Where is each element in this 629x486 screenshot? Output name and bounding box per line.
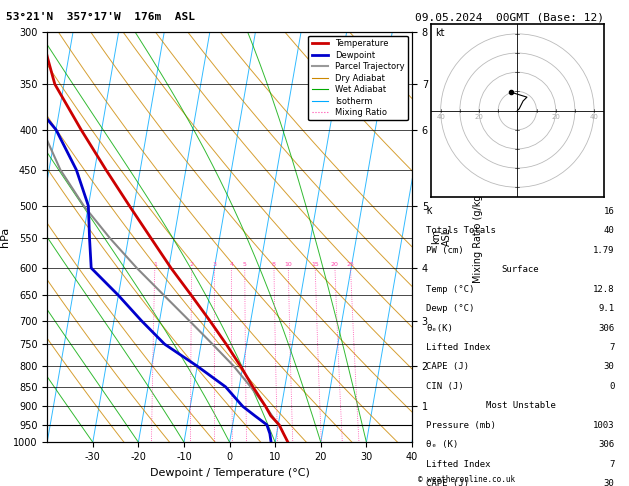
Text: 306: 306 (598, 440, 615, 449)
Text: Surface: Surface (502, 265, 539, 274)
Text: 30: 30 (604, 479, 615, 486)
Text: 15: 15 (311, 262, 319, 267)
Text: 40: 40 (437, 114, 445, 121)
Text: 7: 7 (609, 343, 615, 352)
Text: 1.79: 1.79 (593, 246, 615, 255)
Text: θₑ(K): θₑ(K) (426, 324, 454, 332)
Text: Dewp (°C): Dewp (°C) (426, 304, 475, 313)
Text: K: K (426, 207, 432, 216)
Text: kt: kt (435, 28, 445, 38)
Text: 4: 4 (230, 262, 233, 267)
Text: θₑ (K): θₑ (K) (426, 440, 459, 449)
Text: 7: 7 (609, 460, 615, 469)
Text: 25: 25 (347, 262, 355, 267)
Y-axis label: hPa: hPa (0, 227, 10, 247)
Text: 40: 40 (604, 226, 615, 235)
Text: CIN (J): CIN (J) (426, 382, 464, 391)
Text: © weatheronline.co.uk: © weatheronline.co.uk (418, 474, 515, 484)
Text: CAPE (J): CAPE (J) (426, 363, 469, 371)
Text: 10: 10 (284, 262, 292, 267)
Text: PW (cm): PW (cm) (426, 246, 464, 255)
Text: 9.1: 9.1 (598, 304, 615, 313)
Text: Mixing Ratio (g/kg): Mixing Ratio (g/kg) (472, 191, 482, 283)
Text: 20: 20 (474, 114, 484, 121)
Y-axis label: km
ASL: km ASL (431, 228, 452, 246)
Text: Most Unstable: Most Unstable (486, 401, 555, 410)
Text: 09.05.2024  00GMT (Base: 12): 09.05.2024 00GMT (Base: 12) (415, 12, 604, 22)
Text: 3: 3 (213, 262, 216, 267)
Text: Totals Totals: Totals Totals (426, 226, 496, 235)
Text: 5: 5 (243, 262, 247, 267)
X-axis label: Dewpoint / Temperature (°C): Dewpoint / Temperature (°C) (150, 468, 309, 478)
Text: 8: 8 (272, 262, 276, 267)
Text: 30: 30 (604, 363, 615, 371)
Text: 16: 16 (604, 207, 615, 216)
Legend: Temperature, Dewpoint, Parcel Trajectory, Dry Adiabat, Wet Adiabat, Isotherm, Mi: Temperature, Dewpoint, Parcel Trajectory… (308, 36, 408, 121)
Text: 0: 0 (609, 382, 615, 391)
Text: 2: 2 (190, 262, 194, 267)
Text: 306: 306 (598, 324, 615, 332)
Text: CAPE (J): CAPE (J) (426, 479, 469, 486)
Text: Lifted Index: Lifted Index (426, 343, 491, 352)
Text: Pressure (mb): Pressure (mb) (426, 421, 496, 430)
Text: 20: 20 (551, 114, 560, 121)
Text: Temp (°C): Temp (°C) (426, 285, 475, 294)
Text: 20: 20 (331, 262, 339, 267)
Text: 1003: 1003 (593, 421, 615, 430)
Text: 40: 40 (589, 114, 598, 121)
Text: 1: 1 (153, 262, 157, 267)
Text: Lifted Index: Lifted Index (426, 460, 491, 469)
Text: 53°21'N  357°17'W  176m  ASL: 53°21'N 357°17'W 176m ASL (6, 12, 195, 22)
Text: 12.8: 12.8 (593, 285, 615, 294)
